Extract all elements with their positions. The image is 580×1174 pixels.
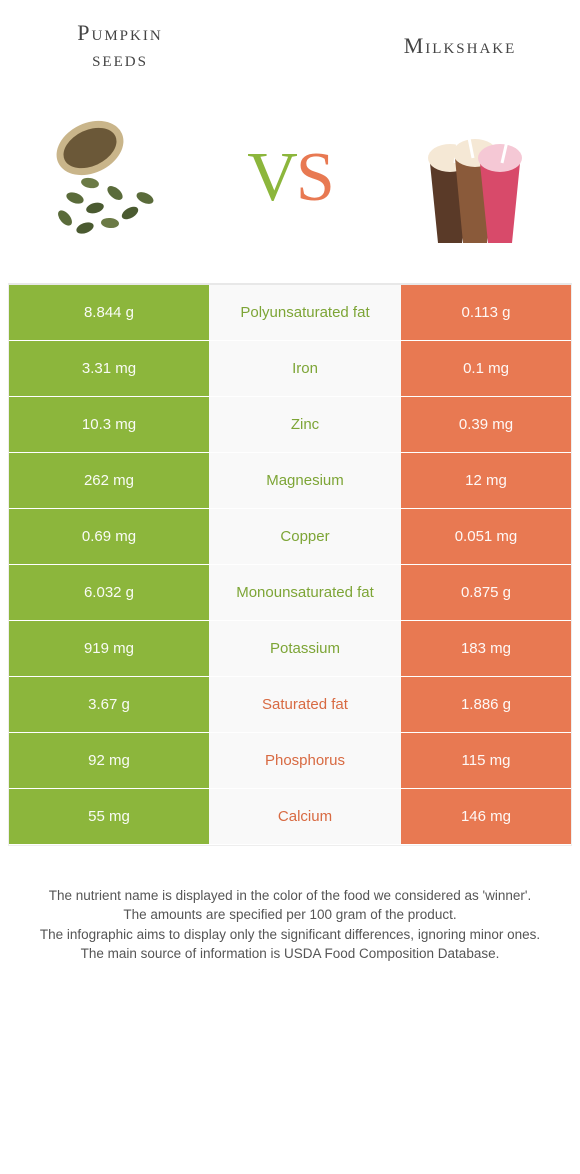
value-right: 0.875 g	[401, 565, 571, 620]
table-row: 55 mgCalcium146 mg	[9, 789, 571, 845]
nutrient-name: Iron	[209, 341, 401, 396]
table-row: 3.67 gSaturated fat1.886 g	[9, 677, 571, 733]
footnote-line: The amounts are specified per 100 gram o…	[30, 905, 550, 925]
value-left: 10.3 mg	[9, 397, 209, 452]
nutrient-name: Magnesium	[209, 453, 401, 508]
value-left: 6.032 g	[9, 565, 209, 620]
footnote-line: The nutrient name is displayed in the co…	[30, 886, 550, 906]
value-right: 1.886 g	[401, 677, 571, 732]
pumpkin-seeds-image	[30, 98, 190, 258]
title-left-line2: seeds	[40, 46, 200, 72]
table-row: 262 mgMagnesium12 mg	[9, 453, 571, 509]
comparison-table: 8.844 gPolyunsaturated fat0.113 g3.31 mg…	[8, 283, 572, 846]
title-right-text: Milkshake	[404, 33, 517, 59]
value-left: 92 mg	[9, 733, 209, 788]
value-right: 146 mg	[401, 789, 571, 844]
table-row: 8.844 gPolyunsaturated fat0.113 g	[9, 285, 571, 341]
nutrient-name: Polyunsaturated fat	[209, 285, 401, 340]
footnotes: The nutrient name is displayed in the co…	[0, 846, 580, 964]
nutrient-name: Calcium	[209, 789, 401, 844]
nutrient-name: Zinc	[209, 397, 401, 452]
value-right: 0.1 mg	[401, 341, 571, 396]
food-title-right: Milkshake	[380, 20, 540, 73]
header: Pumpkin seeds Milkshake	[0, 0, 580, 83]
value-left: 919 mg	[9, 621, 209, 676]
value-right: 0.113 g	[401, 285, 571, 340]
value-left: 262 mg	[9, 453, 209, 508]
table-row: 6.032 gMonounsaturated fat0.875 g	[9, 565, 571, 621]
value-right: 12 mg	[401, 453, 571, 508]
milkshake-icon	[395, 103, 545, 253]
value-left: 0.69 mg	[9, 509, 209, 564]
food-title-left: Pumpkin seeds	[40, 20, 200, 73]
table-row: 10.3 mgZinc0.39 mg	[9, 397, 571, 453]
footnote-line: The main source of information is USDA F…	[30, 944, 550, 964]
table-row: 919 mgPotassium183 mg	[9, 621, 571, 677]
images-row: VS	[0, 83, 580, 283]
table-row: 0.69 mgCopper0.051 mg	[9, 509, 571, 565]
nutrient-name: Copper	[209, 509, 401, 564]
value-right: 115 mg	[401, 733, 571, 788]
vs-label: VS	[247, 138, 333, 218]
seeds-icon	[35, 103, 185, 253]
footnote-line: The infographic aims to display only the…	[30, 925, 550, 945]
value-left: 55 mg	[9, 789, 209, 844]
value-left: 3.67 g	[9, 677, 209, 732]
vs-v: V	[247, 138, 296, 218]
value-right: 0.051 mg	[401, 509, 571, 564]
title-left-line1: Pumpkin	[40, 20, 200, 46]
milkshake-image	[390, 98, 550, 258]
nutrient-name: Monounsaturated fat	[209, 565, 401, 620]
table-row: 3.31 mgIron0.1 mg	[9, 341, 571, 397]
vs-s: S	[296, 138, 333, 218]
table-row: 92 mgPhosphorus115 mg	[9, 733, 571, 789]
nutrient-name: Saturated fat	[209, 677, 401, 732]
nutrient-name: Phosphorus	[209, 733, 401, 788]
nutrient-name: Potassium	[209, 621, 401, 676]
value-left: 8.844 g	[9, 285, 209, 340]
value-right: 0.39 mg	[401, 397, 571, 452]
value-left: 3.31 mg	[9, 341, 209, 396]
value-right: 183 mg	[401, 621, 571, 676]
